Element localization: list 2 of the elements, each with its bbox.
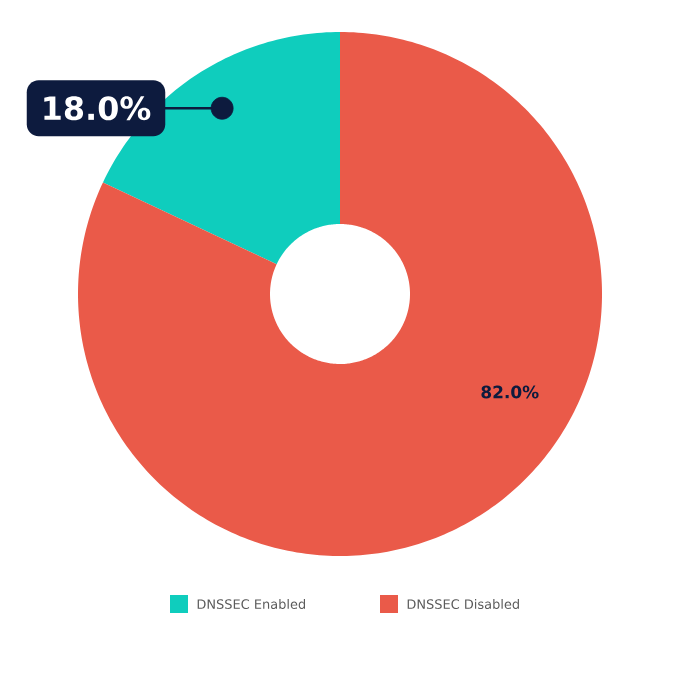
data-label: 18.0% xyxy=(44,96,151,121)
data-label: 82.0% xyxy=(481,385,539,399)
